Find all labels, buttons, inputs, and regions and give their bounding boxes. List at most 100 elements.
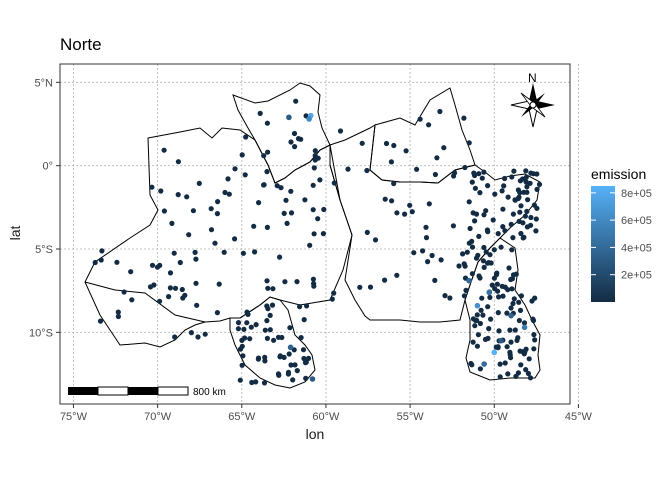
map-point	[524, 208, 530, 214]
map-point	[505, 194, 511, 200]
map-point	[311, 165, 317, 171]
map-point	[531, 346, 537, 352]
map-point	[494, 281, 500, 287]
map-point	[252, 249, 258, 255]
map-point	[472, 185, 478, 191]
map-point	[382, 196, 388, 202]
map-point	[487, 252, 493, 258]
map-point	[292, 144, 298, 150]
map-point	[472, 218, 478, 224]
color-legend: 2e+05 4e+05 6e+05 8e+05	[591, 186, 652, 302]
map-point	[526, 356, 532, 362]
scale-seg-1	[68, 387, 98, 395]
map-point	[414, 166, 420, 172]
map-point	[505, 371, 511, 377]
map-point	[394, 272, 400, 278]
map-point	[512, 197, 518, 203]
map-point	[264, 224, 270, 230]
map-point	[364, 167, 370, 174]
map-point	[329, 296, 335, 302]
map-point	[310, 207, 316, 213]
map-point	[403, 148, 409, 154]
map-point	[129, 297, 135, 303]
map-point	[524, 189, 530, 195]
map-point	[282, 279, 288, 285]
map-point	[288, 210, 295, 216]
map-point	[261, 153, 267, 159]
map-point	[515, 335, 521, 341]
map-point	[128, 269, 134, 275]
map-point	[518, 362, 524, 368]
map-point	[241, 326, 247, 332]
map-point	[441, 145, 447, 151]
map-point	[523, 346, 529, 352]
map-point	[450, 223, 456, 229]
map-point	[485, 183, 491, 189]
map-point	[287, 325, 293, 331]
map-point	[115, 309, 121, 315]
map-point	[467, 225, 473, 232]
map-point	[500, 293, 506, 299]
map-point	[461, 293, 467, 299]
map-point	[297, 304, 303, 310]
map-point	[286, 114, 292, 121]
map-point	[225, 176, 231, 182]
map-point	[364, 229, 370, 235]
map-point	[518, 230, 524, 237]
map-point	[502, 284, 508, 290]
map-point	[485, 335, 491, 341]
y-tick-label: 0°	[42, 161, 53, 173]
boundary-rondonia	[229, 296, 316, 389]
map-point	[307, 242, 313, 248]
map-point	[533, 228, 539, 234]
map-point	[473, 211, 480, 217]
map-point	[382, 277, 388, 283]
map-point	[481, 244, 487, 251]
map-point	[301, 317, 307, 323]
map-point	[423, 224, 429, 230]
map-point	[166, 294, 172, 300]
map-point	[195, 334, 201, 340]
map-point	[481, 361, 487, 367]
map-point	[215, 199, 221, 205]
map-point	[179, 286, 185, 293]
map-point	[196, 180, 202, 186]
map-point	[523, 367, 529, 373]
map-point	[271, 337, 277, 343]
map-point	[466, 199, 472, 205]
map-point	[367, 284, 374, 290]
map-point	[534, 171, 540, 177]
map-point	[151, 282, 157, 288]
map-point	[265, 285, 271, 291]
map-point	[235, 326, 241, 332]
map-point	[275, 371, 282, 377]
map-point	[310, 276, 316, 282]
map-point	[429, 252, 435, 259]
map-point	[172, 285, 179, 291]
map-point	[501, 183, 507, 189]
map-point	[279, 334, 285, 341]
map-point	[508, 339, 514, 345]
map-point	[447, 295, 453, 301]
map-point	[499, 188, 505, 194]
map-point	[480, 258, 486, 264]
map-point	[509, 174, 515, 180]
map-point	[372, 237, 379, 243]
map-point	[510, 235, 516, 241]
map-point	[469, 179, 475, 185]
map-point	[520, 235, 526, 241]
map-point	[167, 285, 173, 291]
map-point	[470, 339, 476, 345]
map-point	[247, 336, 253, 342]
map-point	[456, 263, 462, 269]
map-point	[486, 289, 493, 296]
map-point	[423, 235, 430, 241]
map-point	[491, 349, 498, 356]
map-point	[438, 257, 444, 263]
map-point	[463, 287, 469, 293]
map-point	[477, 275, 483, 281]
map-point	[240, 250, 246, 256]
map-point	[506, 265, 512, 271]
map-point	[479, 175, 485, 181]
